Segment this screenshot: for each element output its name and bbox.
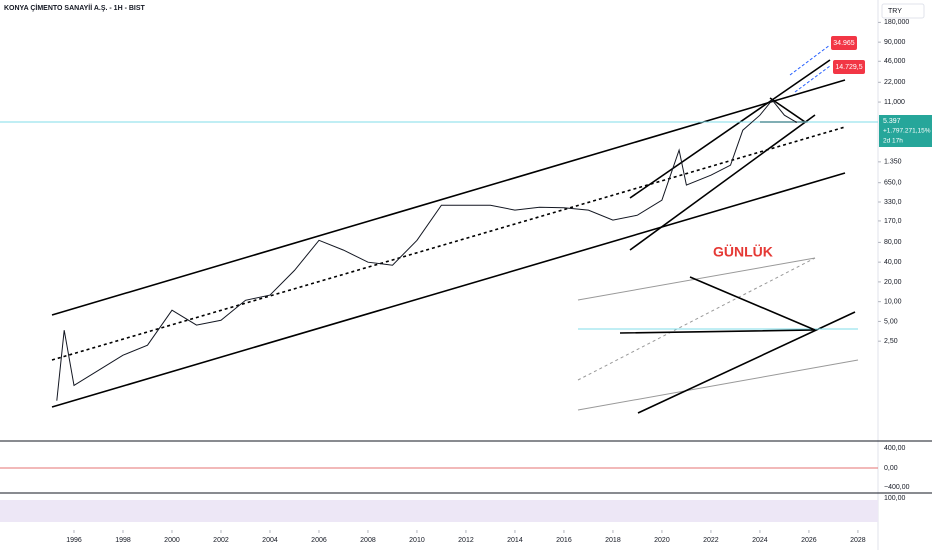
inset-line	[577, 359, 859, 411]
x-tick-label: 2004	[262, 537, 278, 544]
chart-title: KONYA ÇİMENTO SANAYİİ A.Ş. - 1H - BIST	[4, 4, 146, 12]
price-line	[56, 99, 797, 401]
badge	[833, 60, 865, 74]
y-tick-label: 5,00	[884, 318, 898, 325]
trendline	[629, 59, 831, 199]
last-price-box	[879, 115, 932, 147]
x-tick-label: 1998	[115, 537, 131, 544]
macd-tick: −400,00	[884, 484, 910, 491]
trendline	[51, 79, 846, 316]
projection	[789, 44, 831, 76]
trendline	[51, 172, 846, 408]
rsi-band	[0, 500, 878, 522]
x-tick-label: 2018	[605, 537, 621, 544]
y-tick-label: 1.350	[884, 159, 902, 166]
x-tick-label: 2012	[458, 537, 474, 544]
last-price: 5.397	[883, 118, 901, 125]
y-tick-label: 90,000	[884, 39, 906, 46]
y-tick-label: 330,0	[884, 199, 902, 206]
last-change: +1.797.271,15%	[883, 128, 931, 135]
trendline	[629, 114, 816, 251]
y-tick-label: 46,000	[884, 58, 906, 65]
countdown: 2d 17h	[883, 138, 903, 145]
x-tick-label: 2014	[507, 537, 523, 544]
y-tick-label: 10,00	[884, 299, 902, 306]
inset-triangle	[619, 276, 816, 334]
rsi-tick: 100,00	[884, 495, 906, 502]
currency-box[interactable]	[881, 3, 925, 19]
x-tick-label: 1996	[66, 537, 82, 544]
y-tick-label: 22,000	[884, 79, 906, 86]
y-tick-label: 650,0	[884, 180, 902, 187]
macd-tick: 0,00	[884, 465, 898, 472]
currency[interactable]: TRY	[888, 8, 902, 15]
projection	[794, 65, 831, 93]
x-tick-label: 2020	[654, 537, 670, 544]
y-tick-label: 170,0	[884, 218, 902, 225]
y-tick-label: 180,000	[884, 19, 909, 26]
x-tick-label: 2000	[164, 537, 180, 544]
x-tick-label: 2002	[213, 537, 229, 544]
x-tick-label: 2024	[752, 537, 768, 544]
y-tick-label: 2,50	[884, 338, 898, 345]
x-tick-label: 2010	[409, 537, 425, 544]
inset-line	[577, 257, 816, 381]
macd-tick: 400,00	[884, 445, 906, 452]
annotation: GÜNLÜK	[713, 244, 773, 260]
x-tick-label: 2028	[850, 537, 866, 544]
y-tick-label: 80,00	[884, 239, 902, 246]
x-tick-label: 2022	[703, 537, 719, 544]
y-tick-label: 40,00	[884, 259, 902, 266]
x-tick-label: 2026	[801, 537, 817, 544]
x-tick-label: 2008	[360, 537, 376, 544]
x-tick-label: 2006	[311, 537, 327, 544]
y-tick-label: 20,00	[884, 279, 902, 286]
badge-label: 14.729,5	[835, 64, 862, 71]
y-tick-label: 11,000	[884, 99, 905, 106]
x-tick-label: 2016	[556, 537, 572, 544]
badge	[831, 36, 857, 50]
badge-label: 34.965	[833, 40, 855, 47]
